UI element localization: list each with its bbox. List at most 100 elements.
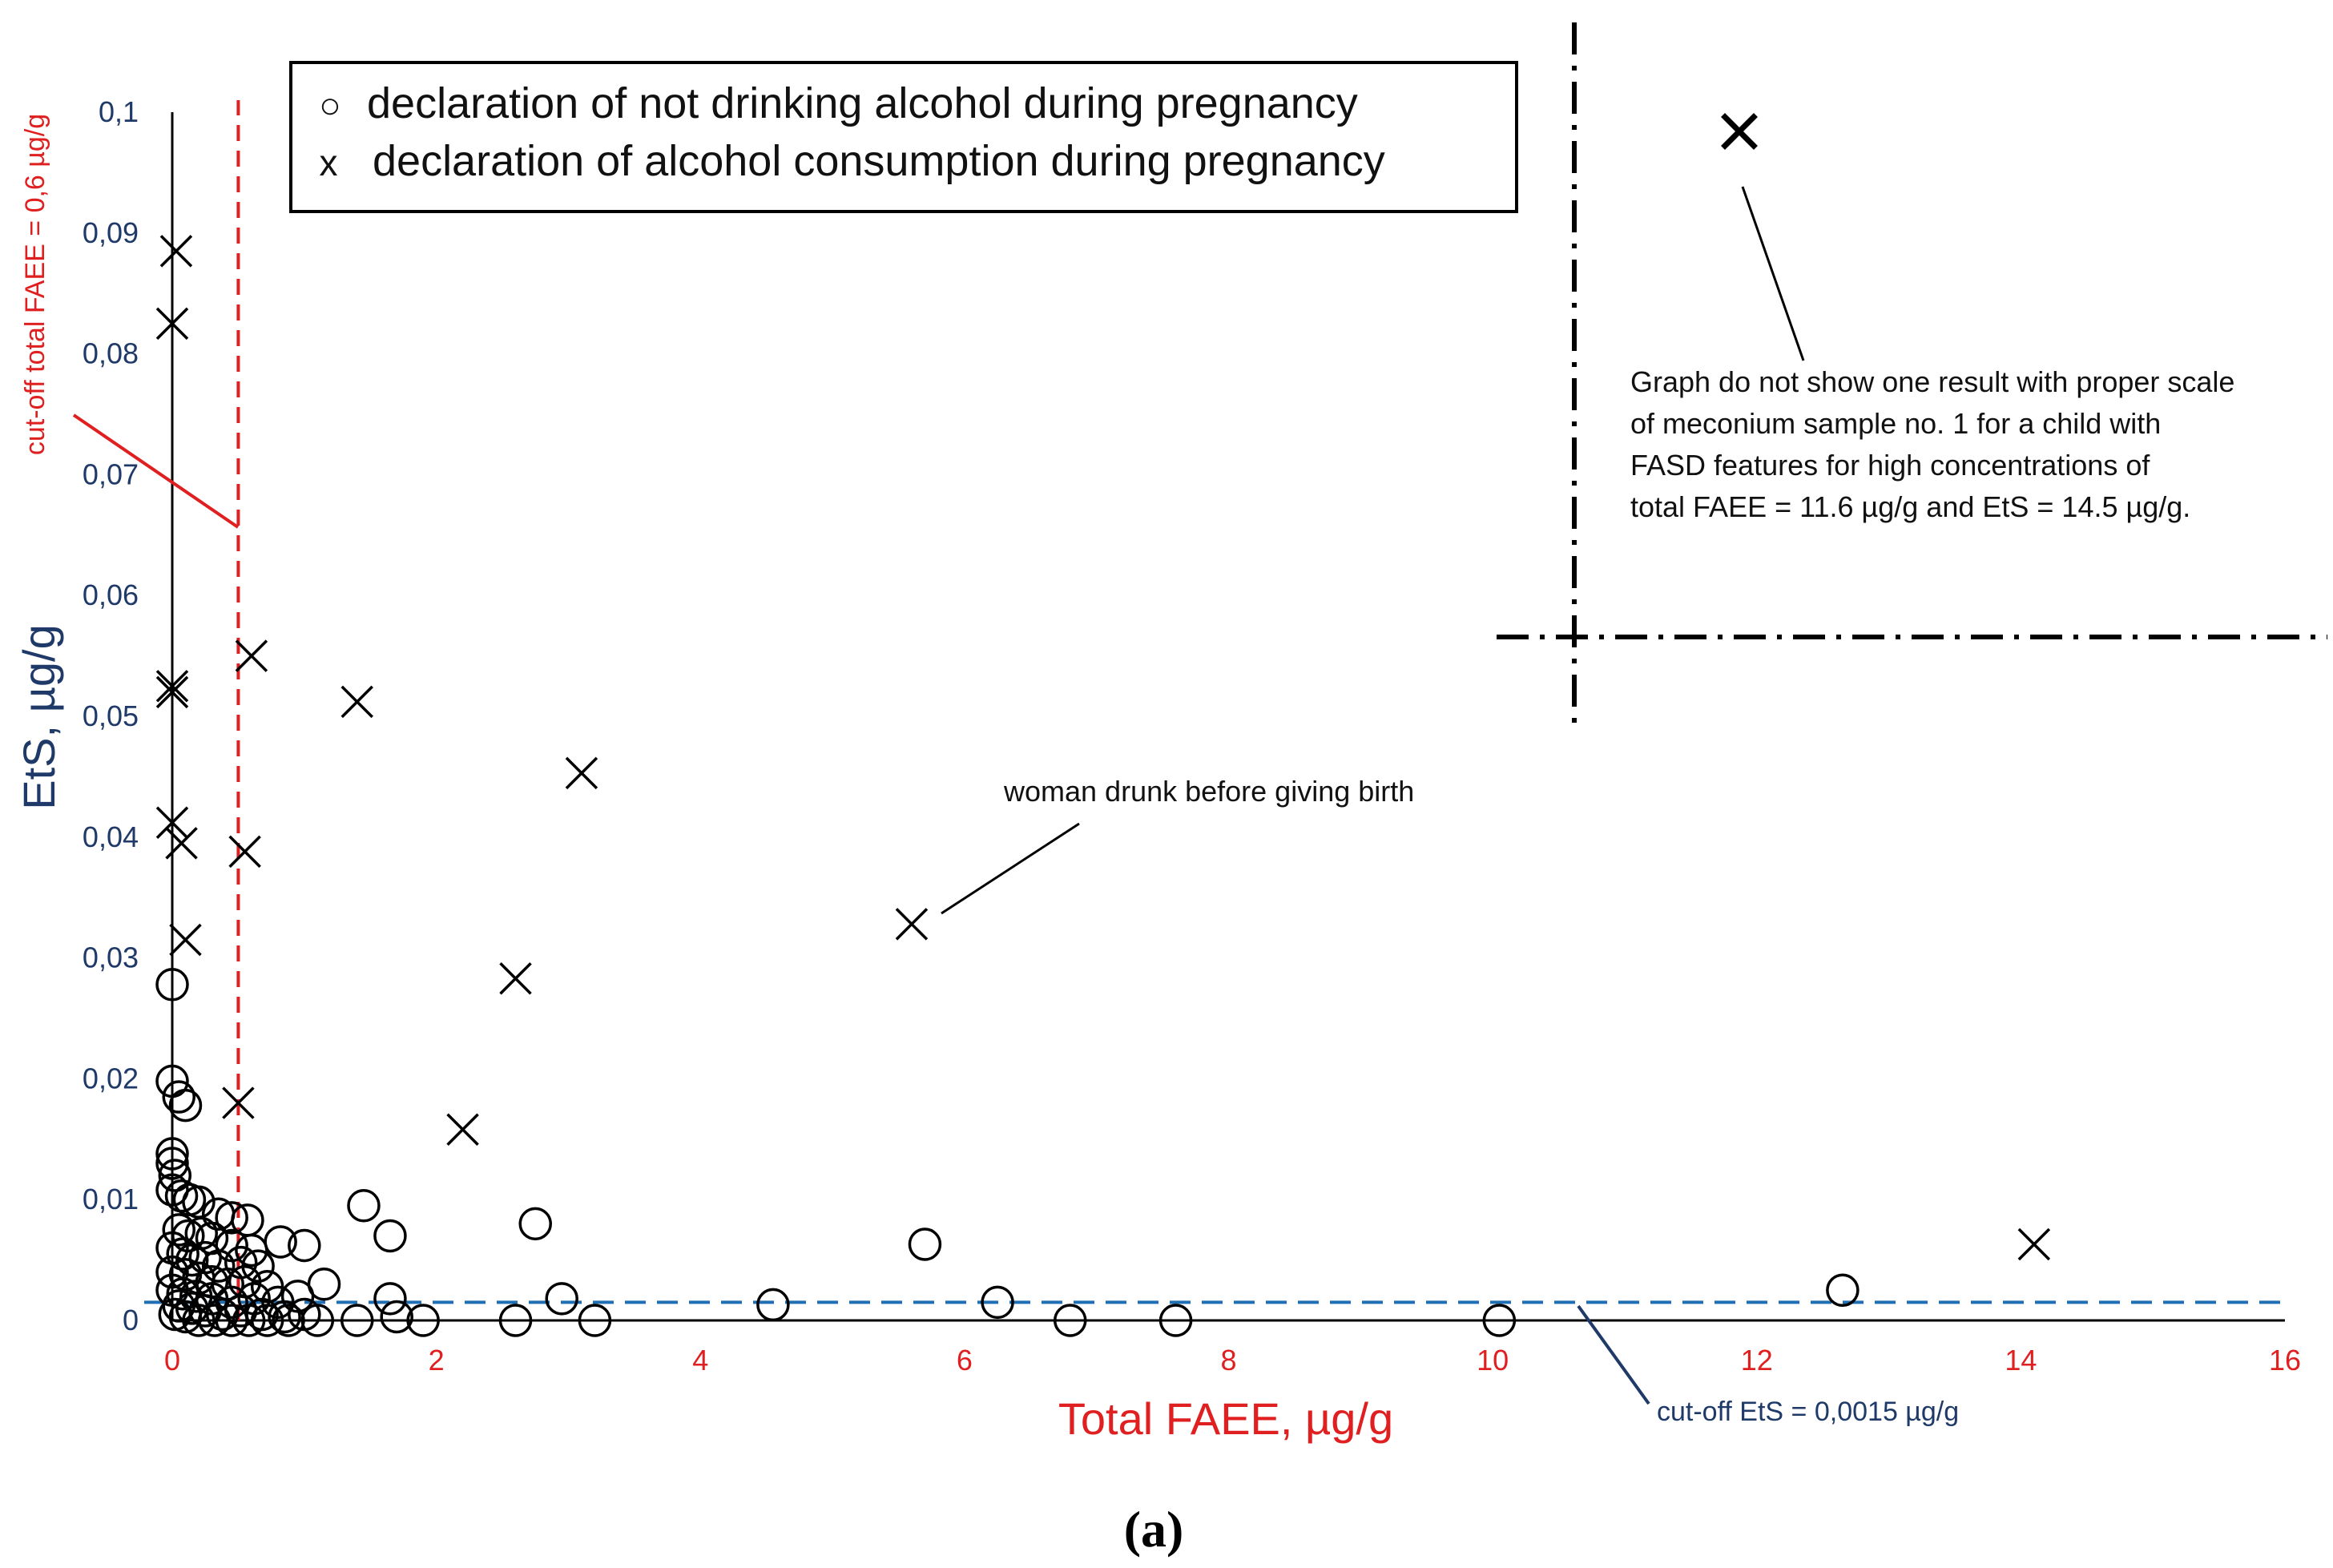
legend: ○ declaration of not drinking alcohol du… — [289, 61, 1518, 213]
point-not-drinking — [1053, 1304, 1087, 1337]
x-tick-label: 0 — [164, 1344, 180, 1377]
x-tick-label: 12 — [1741, 1344, 1773, 1377]
point-drinking — [235, 639, 268, 672]
point-not-drinking — [232, 1304, 266, 1337]
point-not-drinking — [215, 1201, 248, 1235]
point-not-drinking — [250, 1304, 284, 1337]
faee-cutoff-pointer — [72, 413, 240, 529]
point-drinking — [895, 908, 929, 941]
inset-note-line-3: FASD features for high concentrations of — [1630, 449, 2150, 482]
point-not-drinking — [307, 1268, 341, 1301]
point-not-drinking — [155, 1137, 189, 1171]
y-axis-title: EtS, µg/g — [14, 624, 64, 810]
point-not-drinking — [373, 1219, 407, 1253]
point-not-drinking — [347, 1188, 381, 1223]
x-tick-label: 2 — [429, 1344, 445, 1377]
point-not-drinking — [175, 1243, 209, 1277]
y-tick-label: 0 — [123, 1304, 139, 1336]
y-tick-label: 0,05 — [83, 699, 139, 732]
point-not-drinking — [268, 1300, 301, 1334]
ets-cutoff-pointer — [1577, 1304, 1650, 1405]
point-drinking — [499, 961, 532, 995]
y-tick-label: 0,02 — [83, 1062, 139, 1094]
point-not-drinking — [162, 1080, 195, 1114]
point-not-drinking — [201, 1249, 236, 1283]
legend-marker-drinking: x — [320, 142, 338, 183]
point-not-drinking — [288, 1228, 321, 1263]
point-not-drinking — [166, 1237, 199, 1271]
x-tick-label: 16 — [2269, 1344, 2301, 1377]
y-tick-label: 0,09 — [83, 216, 139, 249]
legend-not-drinking-label: declaration of not drinking alcohol duri… — [367, 79, 1358, 127]
point-drinking — [155, 675, 189, 709]
point-not-drinking — [1482, 1304, 1517, 1337]
point-drinking — [155, 670, 189, 703]
point-not-drinking — [908, 1227, 942, 1261]
point-drinking — [222, 1086, 255, 1119]
point-not-drinking — [155, 968, 189, 1002]
y-axis-ticks: 0 0,01 0,02 0,03 0,04 0,05 0,06 0,07 0,08 0,09 0,1 — [83, 95, 139, 1336]
point-not-drinking — [1158, 1304, 1193, 1337]
point-not-drinking — [215, 1304, 248, 1337]
point-drinking — [446, 1113, 479, 1146]
x-axis-title: Total FAEE, µg/g — [1058, 1393, 1393, 1444]
drunk-annotation: woman drunk before giving birth — [1003, 775, 1414, 808]
inset-note-line-2: of meconium sample no. 1 for a child wit… — [1630, 407, 2161, 440]
figure-caption-a: (a) — [1124, 1501, 1184, 1558]
x-tick-label: 14 — [2005, 1344, 2037, 1377]
point-drinking — [340, 685, 373, 719]
point-not-drinking — [756, 1288, 790, 1322]
point-not-drinking — [155, 1147, 189, 1180]
point-drinking — [2017, 1227, 2051, 1261]
x-tick-label: 10 — [1477, 1344, 1509, 1377]
inset-outlier-marker — [1721, 113, 1758, 150]
point-drinking — [155, 806, 189, 839]
point-not-drinking — [406, 1304, 440, 1337]
point-drinking — [565, 756, 598, 790]
point-not-drinking — [182, 1304, 216, 1337]
point-not-drinking — [578, 1304, 612, 1337]
y-tick-label: 0,08 — [83, 337, 139, 370]
point-drinking — [169, 923, 202, 957]
legend-drinking-label: declaration of alcohol consumption durin… — [373, 137, 1385, 185]
ets-cutoff-label: cut-off EtS = 0,0015 µg/g — [1657, 1397, 1959, 1427]
point-not-drinking — [162, 1213, 195, 1247]
point-drinking — [155, 307, 189, 341]
point-not-drinking — [155, 1255, 189, 1289]
y-tick-label: 0,06 — [83, 578, 139, 611]
point-not-drinking — [498, 1304, 533, 1337]
x-axis-ticks: 0 2 4 6 8 10 12 14 16 — [164, 1344, 2301, 1377]
point-not-drinking — [545, 1282, 578, 1316]
data-points — [155, 235, 2051, 1337]
inset-note-line-4: total FAEE = 11.6 µg/g and EtS = 14.5 µg… — [1630, 490, 2190, 523]
y-tick-label: 0,04 — [83, 820, 139, 853]
point-not-drinking — [340, 1304, 374, 1337]
inset-note-line-1: Graph do not show one result with proper… — [1630, 365, 2234, 398]
y-tick-label: 0,1 — [99, 95, 139, 128]
point-not-drinking — [300, 1304, 335, 1337]
point-drinking — [165, 827, 198, 860]
point-not-drinking — [518, 1207, 552, 1241]
point-not-drinking — [205, 1297, 240, 1332]
y-tick-label: 0,07 — [83, 458, 139, 490]
point-drinking — [228, 835, 261, 869]
inset-note: Graph do not show one result with proper… — [1497, 22, 2327, 725]
point-not-drinking — [1826, 1273, 1860, 1308]
point-not-drinking — [197, 1304, 232, 1337]
y-tick-label: 0,01 — [83, 1183, 139, 1215]
drunk-annotation-pointer — [941, 822, 1080, 915]
x-tick-label: 8 — [1220, 1344, 1236, 1377]
point-not-drinking — [158, 1159, 192, 1192]
point-not-drinking — [380, 1300, 413, 1334]
point-not-drinking — [264, 1225, 297, 1259]
faee-cutoff-label: cut-off total FAEE = 0,6 µg/g — [20, 114, 50, 455]
x-tick-label: 4 — [692, 1344, 708, 1377]
legend-marker-not-drinking: ○ — [319, 84, 341, 126]
inset-note-pointer — [1741, 186, 1805, 361]
point-not-drinking — [168, 1088, 203, 1123]
point-not-drinking — [373, 1282, 407, 1316]
y-tick-label: 0,03 — [83, 941, 139, 974]
x-tick-label: 6 — [957, 1344, 973, 1377]
point-not-drinking — [981, 1285, 1014, 1320]
